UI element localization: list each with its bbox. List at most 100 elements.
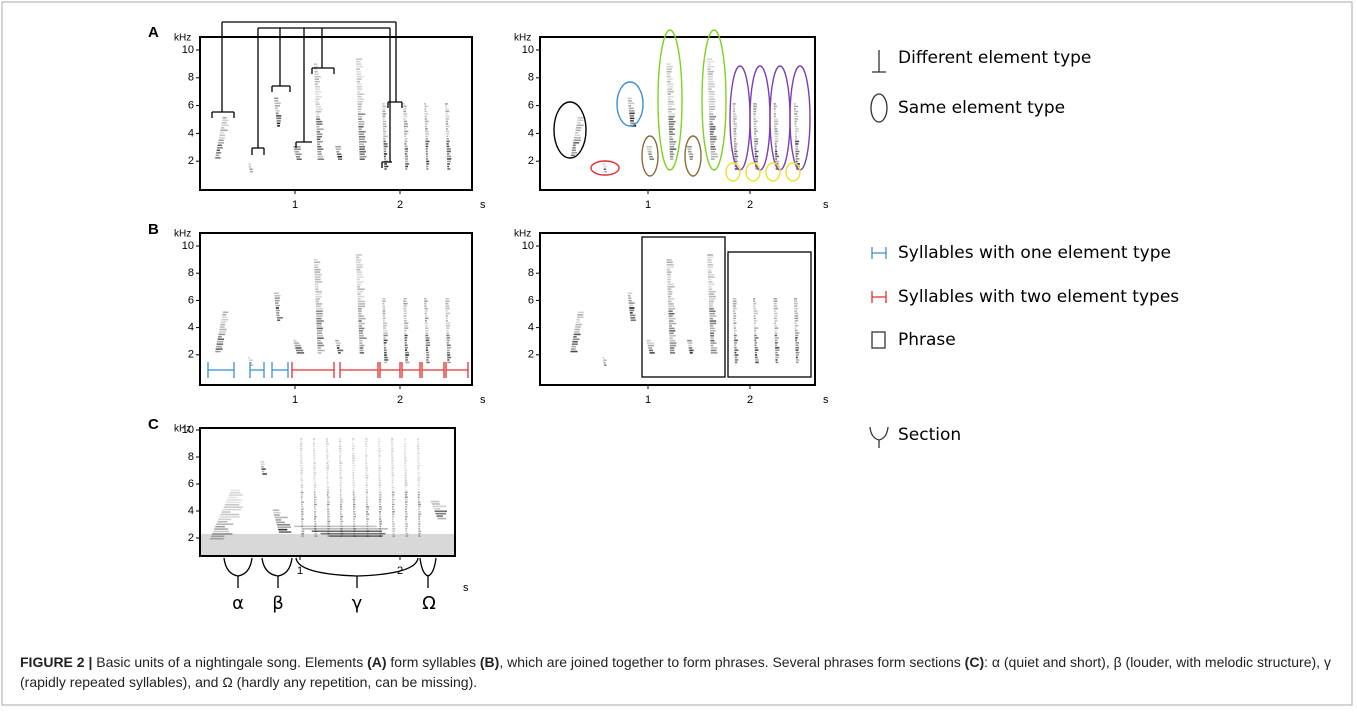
spectrogram-trace [447,361,451,364]
spectrogram-trace [274,516,288,519]
spectrogram-trace [275,110,280,112]
spectrogram-trace [753,300,756,302]
spectrogram-trace [313,484,317,486]
spectrogram-trace [708,95,714,98]
spectrogram-trace [405,530,407,533]
spectrogram-trace [709,123,714,125]
spectrogram-trace [391,464,394,467]
spectrogram-trace [313,481,316,484]
spectrogram-trace [340,513,342,516]
spectrogram-trace [358,130,366,133]
spectrogram-trace [446,322,451,325]
spectrogram-trace [326,484,329,486]
spectrogram-trace [315,295,322,298]
spectrogram-trace [667,85,674,88]
spectrogram-trace [754,155,759,158]
spectrogram-trace [447,158,452,160]
spectrogram-trace [379,513,381,516]
spectrogram-trace [293,148,301,151]
spectrogram-trace [794,118,799,120]
spectrogram-trace [313,450,315,452]
spectrogram-trace [794,310,797,312]
spectrogram-trace [366,506,369,508]
spectrogram-trace [336,344,341,347]
spectrogram-trace [775,165,780,168]
spectrogram-trace [339,440,342,443]
spectrogram-trace [383,130,387,133]
spectrogram-trace [447,160,451,163]
spectrogram-trace [403,312,407,315]
spectrogram-trace [417,457,420,460]
spectrogram-trace [378,496,382,499]
spectrogram-trace [403,317,407,320]
spectrogram-trace [709,325,714,327]
spectrogram-trace [317,342,323,344]
spectrogram-trace [314,85,321,88]
spectrogram-trace [709,115,717,118]
spectrogram-trace [754,334,757,337]
spectrogram-trace [392,523,395,525]
spectrogram-trace [249,168,253,171]
spectrogram-trace [629,309,635,312]
spectrogram-trace [404,479,408,482]
spectrogram-trace [575,326,581,328]
spectrogram-trace [339,479,342,482]
y-tick-label: 2 [188,349,194,361]
spectrogram-trace [688,344,692,347]
spectrogram-trace [666,263,674,266]
spectrogram-trace [445,302,449,305]
spectrogram-trace [404,489,408,491]
spectrogram-trace [773,105,778,108]
spectrogram-trace [365,486,368,489]
spectrogram-trace [754,153,757,155]
spectrogram-trace [708,105,716,108]
spectrogram-trace [754,135,757,138]
spectrogram-trace [356,70,362,73]
spectrogram-trace [316,128,324,130]
spectrogram-trace [339,489,342,491]
spectrogram-trace [248,163,251,166]
spectrogram-trace [383,138,386,140]
spectrogram-trace [357,305,366,308]
spectrogram-trace [403,302,408,305]
y-tick-label: 10 [522,240,534,252]
spectrogram-trace [378,484,381,486]
spectrogram-trace [424,317,429,320]
spectrogram-trace [404,138,408,140]
spectrogram-trace [222,311,229,314]
spectrogram-trace [301,525,303,528]
spectrogram-trace [403,307,407,310]
spectrogram-trace [315,300,320,303]
y-tick-label: 4 [188,505,194,517]
spectrogram-trace [424,312,427,315]
spectrogram-trace [384,165,389,168]
spectrogram-trace [669,349,675,352]
spectrogram-trace [774,334,778,337]
spectrogram-trace [425,346,428,349]
spectrogram-trace [358,330,364,332]
spectrogram-trace [221,316,227,319]
spectrogram-trace [356,259,362,261]
spectrogram-trace [446,140,450,143]
spectrogram [200,438,455,556]
spectrogram-trace [382,105,387,108]
spectrogram-trace [795,354,799,356]
spectrogram-trace [425,349,429,351]
spectrogram-trace [424,123,428,125]
spectrogram-trace [733,118,737,120]
spectrogram-trace [733,130,736,133]
spectrogram-trace [404,143,407,145]
spectrogram-trace [314,261,321,264]
x-tick-label: 1 [297,565,303,577]
spectrogram-trace [218,336,222,338]
spectrogram-trace [447,359,450,361]
spectrogram-trace [391,484,394,486]
spectrogram-trace [392,513,394,516]
spectrogram-trace [774,337,780,339]
annotations [207,21,812,588]
spectrogram-trace [710,339,715,342]
spectrogram-trace [773,302,777,305]
spectrogram-trace [383,346,386,349]
spectrogram-trace [774,123,779,125]
spectrogram-trace [574,137,581,139]
